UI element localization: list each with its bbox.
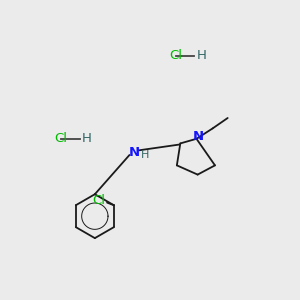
Text: N: N	[129, 146, 140, 159]
Text: H: H	[141, 150, 149, 160]
Text: N: N	[193, 130, 204, 143]
Text: Cl: Cl	[54, 132, 68, 145]
Text: H: H	[196, 49, 206, 62]
Text: H: H	[82, 132, 92, 145]
Text: Cl: Cl	[93, 194, 106, 207]
Text: Cl: Cl	[169, 49, 182, 62]
